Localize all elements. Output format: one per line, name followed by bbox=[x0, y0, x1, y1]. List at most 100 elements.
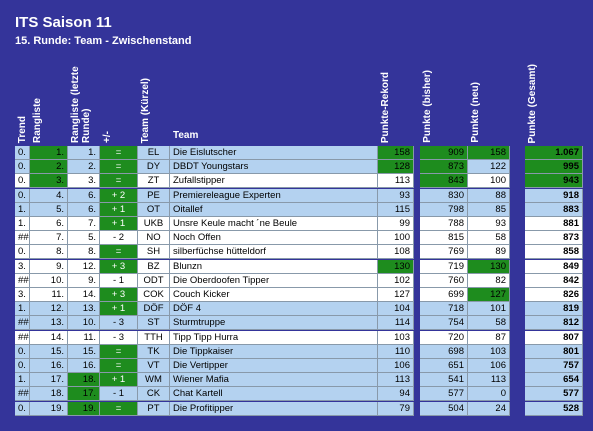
cell: 7. bbox=[68, 217, 100, 231]
column-header: Trend bbox=[17, 115, 28, 143]
cell: 5. bbox=[30, 202, 68, 217]
cell: 0. bbox=[15, 245, 30, 260]
cell: BZ bbox=[138, 259, 170, 274]
cell: UKB bbox=[138, 217, 170, 231]
cell: = bbox=[100, 344, 138, 359]
cell: 4. bbox=[30, 188, 68, 203]
cell: 812 bbox=[525, 316, 583, 331]
cell: = bbox=[100, 245, 138, 260]
cell: Die Tippkaiser bbox=[170, 344, 378, 359]
cell: 995 bbox=[525, 160, 583, 175]
cell: 127 bbox=[468, 288, 510, 302]
cell: 9. bbox=[30, 259, 68, 274]
cell: 14. bbox=[30, 330, 68, 345]
cell: SH bbox=[138, 245, 170, 260]
cell: 699 bbox=[420, 288, 468, 302]
cell: + 1 bbox=[100, 373, 138, 388]
cell: 2. bbox=[68, 160, 100, 175]
cell: 654 bbox=[525, 373, 583, 388]
column-header: Rangliste bbox=[32, 97, 43, 143]
cell: 8. bbox=[68, 245, 100, 260]
cell: 798 bbox=[420, 202, 468, 217]
cell: 19. bbox=[68, 401, 100, 416]
cell: 110 bbox=[378, 344, 414, 359]
cell: EL bbox=[138, 146, 170, 160]
cell: 13. bbox=[30, 316, 68, 331]
cell: 760 bbox=[420, 273, 468, 288]
column-header: Rangliste (letzte Runde) bbox=[70, 66, 92, 143]
cell: 101 bbox=[468, 302, 510, 317]
cell: 651 bbox=[420, 359, 468, 373]
cell: 94 bbox=[378, 387, 414, 402]
cell: 769 bbox=[420, 245, 468, 260]
column-header: +/- bbox=[102, 131, 113, 143]
cell: 15. bbox=[30, 344, 68, 359]
cell: 113 bbox=[378, 373, 414, 388]
cell: ### bbox=[15, 330, 30, 345]
cell: 3. bbox=[30, 174, 68, 189]
cell: 19. bbox=[30, 401, 68, 416]
cell: 12. bbox=[68, 259, 100, 274]
cell: 0. bbox=[15, 146, 30, 160]
cell: - 2 bbox=[100, 231, 138, 246]
cell: 0 bbox=[468, 387, 510, 402]
cell: 130 bbox=[468, 259, 510, 274]
cell: 1. bbox=[68, 146, 100, 160]
cell: 113 bbox=[468, 373, 510, 388]
cell: 104 bbox=[378, 302, 414, 317]
cell: 720 bbox=[420, 330, 468, 345]
cell: 826 bbox=[525, 288, 583, 302]
title: ITS Saison 11 bbox=[15, 14, 112, 31]
cell: 819 bbox=[525, 302, 583, 317]
cell: 6. bbox=[68, 188, 100, 203]
cell: = bbox=[100, 401, 138, 416]
cell: 757 bbox=[525, 359, 583, 373]
cell: 58 bbox=[468, 316, 510, 331]
cell: 87 bbox=[468, 330, 510, 345]
cell: 15. bbox=[68, 344, 100, 359]
cell: PT bbox=[138, 401, 170, 416]
cell: Oitallef bbox=[170, 202, 378, 217]
cell: 3. bbox=[15, 288, 30, 302]
cell: 10. bbox=[30, 273, 68, 288]
column-header: Punkte (neu) bbox=[470, 82, 481, 143]
cell: 18. bbox=[68, 373, 100, 388]
cell: + 1 bbox=[100, 202, 138, 217]
cell: Sturmtruppe bbox=[170, 316, 378, 331]
cell: 12. bbox=[30, 302, 68, 317]
cell: 815 bbox=[420, 231, 468, 246]
cell: 11. bbox=[30, 288, 68, 302]
cell: 18. bbox=[30, 387, 68, 402]
cell: = bbox=[100, 359, 138, 373]
cell: 93 bbox=[378, 188, 414, 203]
cell: 858 bbox=[525, 245, 583, 260]
column-header: Punkte-Rekord bbox=[380, 71, 391, 143]
cell: Blunzn bbox=[170, 259, 378, 274]
cell: 830 bbox=[420, 188, 468, 203]
cell: 11. bbox=[68, 330, 100, 345]
cell: 842 bbox=[525, 273, 583, 288]
cell: 17. bbox=[30, 373, 68, 388]
cell: + 1 bbox=[100, 302, 138, 317]
cell: 14. bbox=[68, 288, 100, 302]
cell: - 1 bbox=[100, 273, 138, 288]
cell: ### bbox=[15, 316, 30, 331]
cell: 158 bbox=[468, 146, 510, 160]
cell: 528 bbox=[525, 401, 583, 416]
cell: 108 bbox=[378, 245, 414, 260]
cell: 103 bbox=[378, 330, 414, 345]
cell: 0. bbox=[15, 188, 30, 203]
cell: 943 bbox=[525, 174, 583, 189]
column-header: Team bbox=[173, 130, 199, 141]
cell: + 3 bbox=[100, 288, 138, 302]
column-header: Punkte (bisher) bbox=[422, 70, 433, 143]
cell: 873 bbox=[420, 160, 468, 175]
cell: + 1 bbox=[100, 217, 138, 231]
cell: 0. bbox=[15, 160, 30, 175]
cell: 1. bbox=[15, 202, 30, 217]
cell: Die Vertipper bbox=[170, 359, 378, 373]
cell: 1. bbox=[15, 217, 30, 231]
cell: 113 bbox=[378, 174, 414, 189]
cell: 754 bbox=[420, 316, 468, 331]
cell: TK bbox=[138, 344, 170, 359]
